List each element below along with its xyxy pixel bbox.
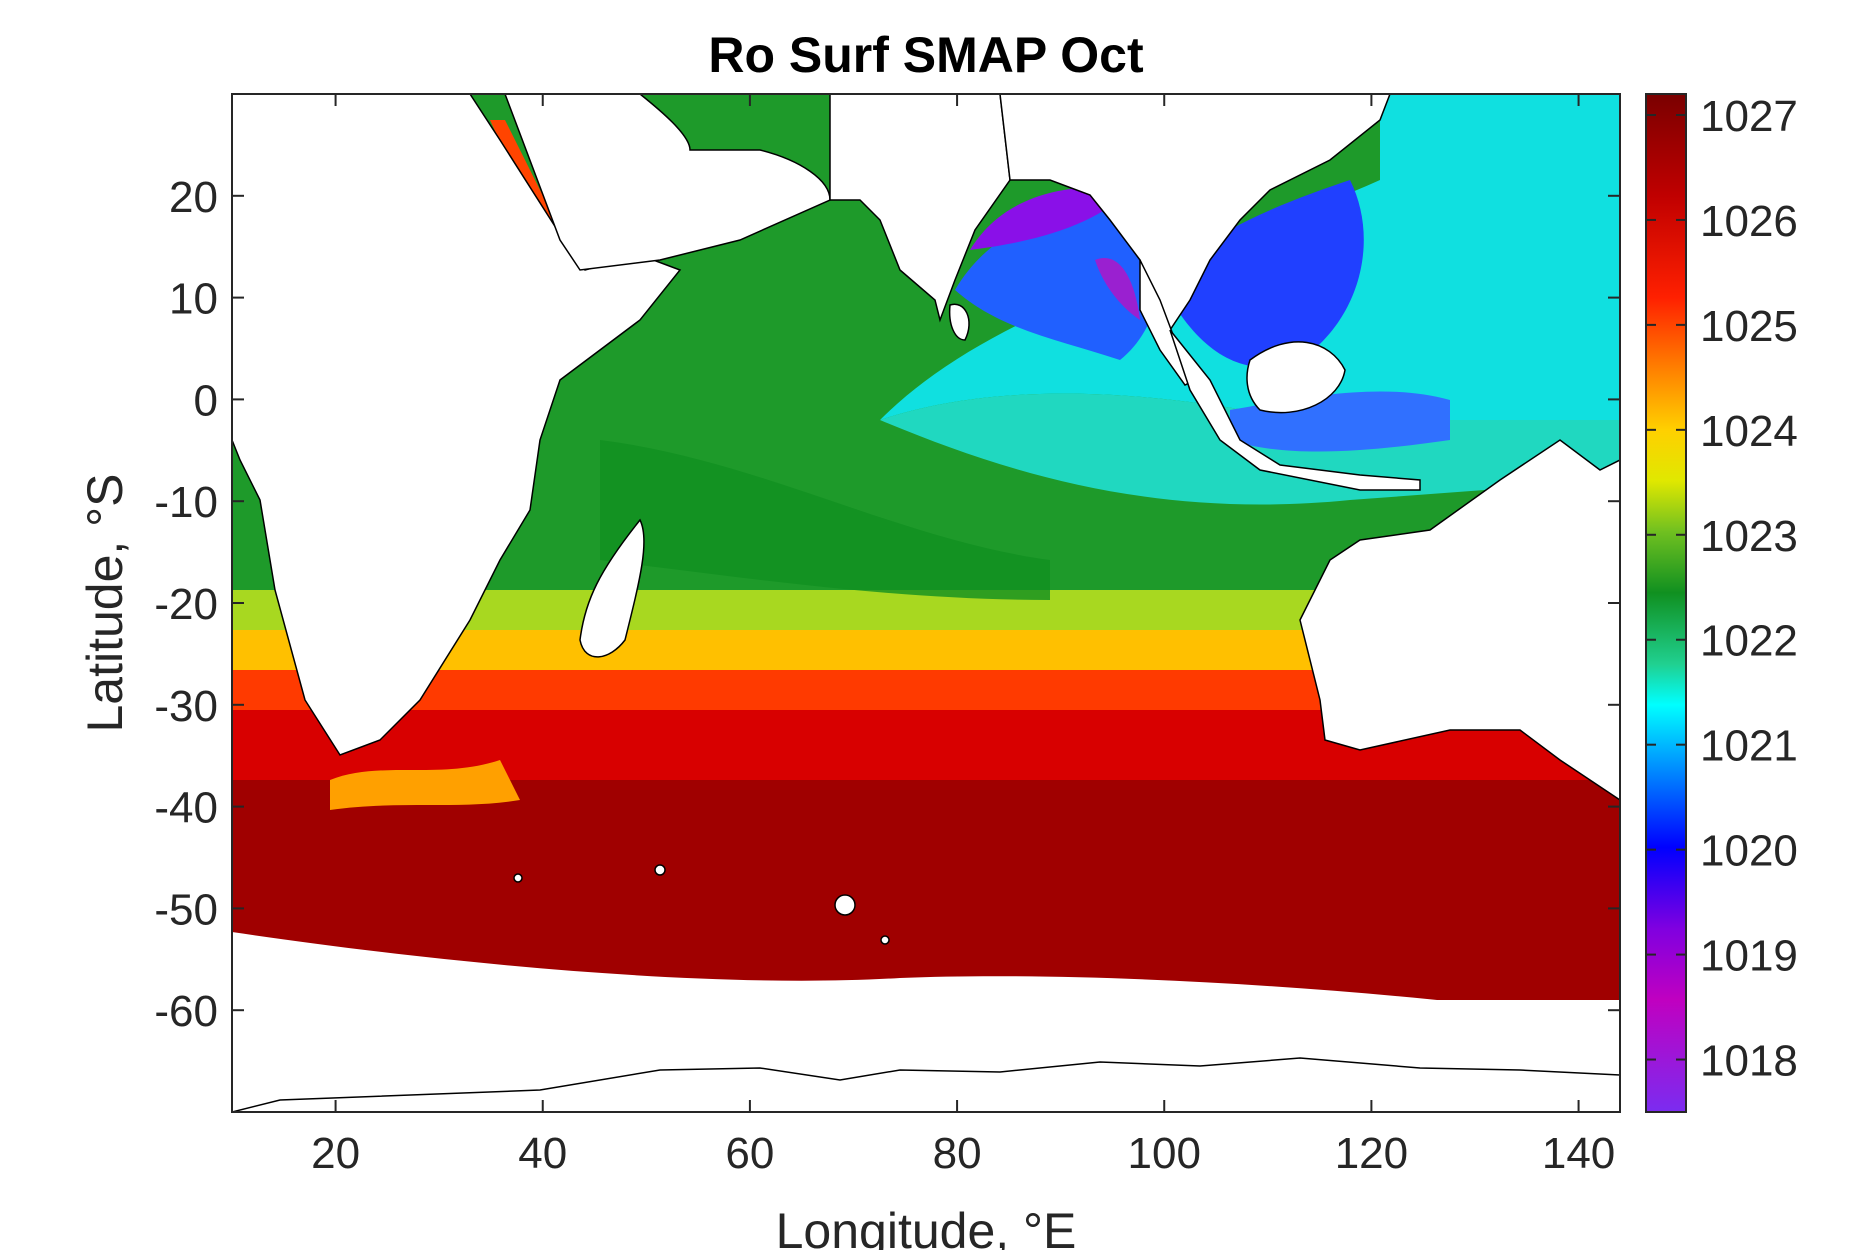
colorbar-tick-label: 1019	[1700, 932, 1798, 981]
x-tick-label: 60	[725, 1129, 774, 1178]
colorbar-tick-label: 1024	[1700, 407, 1798, 456]
chart-title: Ro Surf SMAP Oct	[708, 27, 1144, 83]
australia-land	[1299, 439, 1620, 801]
sumatra-java-land	[1169, 329, 1421, 491]
y-tick-label: -40	[154, 784, 218, 833]
x-tick-label: 80	[933, 1129, 982, 1178]
y-tick-label: -30	[154, 682, 218, 731]
map-field	[232, 94, 1620, 1112]
x-axis-label: Longitude, °E	[776, 1203, 1077, 1250]
colorbar-tick-label: 1026	[1700, 197, 1798, 246]
colorbar-tick-label: 1022	[1700, 617, 1798, 666]
colorbar-ticks: 1027 1026 1025 1024 1023 1022 1021 1020 1019 1018	[1646, 92, 1798, 1086]
prince-edward-island	[513, 873, 523, 883]
borneo-land	[1246, 341, 1346, 414]
colorbar-tick-label: 1021	[1700, 722, 1798, 771]
crozet-island	[654, 864, 666, 876]
antarctica-coast	[232, 1057, 1620, 1112]
kerguelen-island	[834, 894, 856, 916]
x-tick-label: 20	[311, 1129, 360, 1178]
green-wedge	[600, 440, 1050, 600]
y-axis-ticks: 20 10 0 -10 -20 -30 -40 -50 -60	[154, 173, 1620, 1036]
agulhas-tongue	[330, 760, 520, 810]
y-tick-label: 20	[169, 173, 218, 222]
sri-lanka-land	[948, 303, 970, 341]
colorbar-tick-label: 1018	[1700, 1037, 1798, 1086]
y-tick-label: -20	[154, 580, 218, 629]
y-axis-label: Latitude, °S	[77, 473, 133, 732]
y-tick-label: 10	[169, 275, 218, 324]
madagascar-land	[579, 518, 645, 658]
heard-island	[880, 935, 890, 945]
x-tick-label: 40	[518, 1129, 567, 1178]
y-tick-label: 0	[194, 376, 218, 425]
y-tick-label: -10	[154, 478, 218, 527]
x-tick-label: 140	[1542, 1129, 1615, 1178]
andaman-purple	[1095, 258, 1140, 320]
bay-of-bengal-purple	[970, 187, 1130, 250]
x-axis-ticks: 20 40 60 80 100 120 140	[311, 94, 1615, 1178]
x-tick-label: 100	[1128, 1129, 1201, 1178]
south-china-sea-blue	[1160, 180, 1364, 368]
colorbar	[1645, 93, 1687, 1113]
colorbar-tick-label: 1020	[1700, 827, 1798, 876]
y-tick-label: -50	[154, 885, 218, 934]
y-tick-label: -60	[154, 987, 218, 1036]
colorbar-tick-label: 1027	[1700, 92, 1798, 141]
x-tick-label: 120	[1335, 1129, 1408, 1178]
colorbar-tick-label: 1025	[1700, 302, 1798, 351]
colorbar-tick-label: 1023	[1700, 512, 1798, 561]
